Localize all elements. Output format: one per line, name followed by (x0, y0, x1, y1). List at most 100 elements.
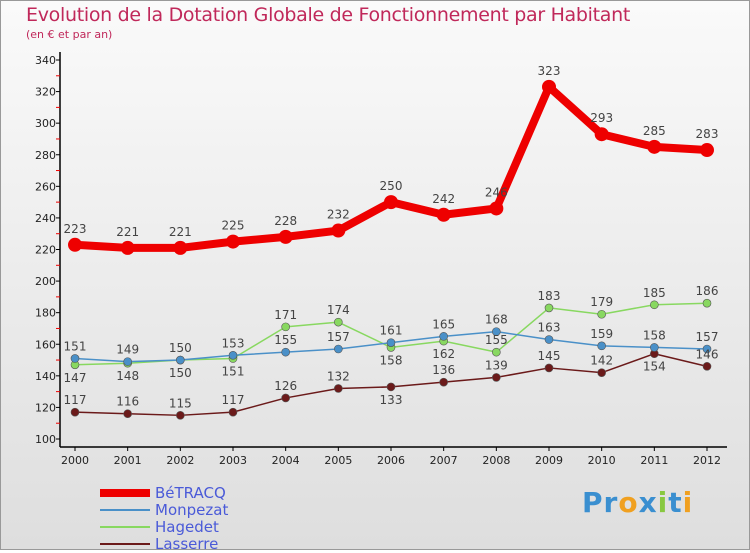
data-point (386, 382, 396, 392)
x-tick-label: 2000 (61, 454, 89, 467)
data-point (120, 240, 135, 255)
data-label: 154 (643, 360, 666, 374)
y-tick-label: 180 (35, 307, 56, 320)
data-label: 133 (380, 393, 403, 407)
data-label: 323 (538, 64, 561, 78)
data-point (70, 407, 80, 417)
y-tick-label: 280 (35, 149, 56, 162)
data-label: 285 (643, 124, 666, 138)
data-label: 132 (327, 369, 350, 383)
data-point (228, 407, 238, 417)
data-label: 142 (590, 354, 613, 368)
data-point (176, 411, 185, 420)
y-tick-label: 260 (35, 180, 56, 193)
proxiti-logo: Proxiti (582, 486, 694, 519)
data-point (594, 127, 609, 142)
data-point (439, 377, 448, 387)
data-point (228, 351, 238, 360)
legend-item: Monpezat (100, 501, 228, 519)
data-labels: 223 151 147 117 221 149 148 116 221 150 150 115 225 1… (64, 64, 719, 410)
data-point (650, 343, 659, 352)
data-label: 153 (222, 336, 245, 350)
x-tick-label: 2008 (482, 454, 510, 467)
data-label: 151 (222, 364, 245, 378)
x-tick-label: 2007 (430, 454, 458, 467)
x-tick-label: 2005 (324, 454, 352, 467)
data-label: 171 (274, 308, 297, 322)
data-label: 157 (696, 330, 719, 344)
data-label: 225 (222, 219, 245, 233)
x-tick-label: 2006 (377, 454, 405, 467)
data-label: 186 (696, 284, 719, 298)
y-tick-label: 240 (35, 212, 56, 225)
x-tick-label: 2012 (693, 454, 721, 467)
y-tick-label: 200 (35, 275, 56, 288)
data-point (281, 393, 290, 403)
legend-item: Lasserre (100, 535, 228, 553)
data-label: 155 (274, 333, 297, 347)
data-point (544, 335, 554, 344)
data-label: 159 (590, 327, 613, 341)
y-tick-label: 320 (35, 86, 56, 99)
data-point (173, 240, 188, 255)
legend-swatch (100, 488, 150, 497)
data-point (70, 354, 80, 363)
chart-subtitle: (en € et par an) (26, 28, 113, 41)
data-label: 223 (64, 222, 87, 236)
data-point (281, 322, 290, 332)
x-tick-label: 2001 (114, 454, 142, 467)
data-point (334, 344, 343, 354)
data-label: 145 (538, 349, 561, 363)
data-label: 155 (485, 333, 508, 347)
y-tick-label: 340 (35, 54, 56, 67)
data-label: 136 (432, 363, 455, 377)
legend-swatch (100, 525, 150, 528)
data-label: 246 (485, 185, 508, 199)
x-tick-label: 2009 (535, 454, 563, 467)
data-label: 126 (274, 379, 297, 393)
data-point (489, 201, 504, 216)
data-point (176, 355, 185, 365)
data-label: 148 (116, 369, 139, 383)
legend-item: BéTRACQ (100, 483, 228, 502)
data-point (544, 303, 554, 313)
data-point (123, 357, 132, 366)
data-point (597, 368, 606, 377)
y-tick-label: 100 (35, 433, 56, 446)
data-label: 221 (116, 225, 139, 239)
legend: BéTRACQ Monpezat Hagedet Lasserre (100, 483, 228, 553)
data-point (492, 373, 501, 382)
data-label: 183 (538, 289, 561, 303)
y-tick-label: 160 (35, 338, 56, 351)
data-point (647, 139, 662, 154)
data-label: 283 (696, 127, 719, 141)
data-point (542, 79, 556, 94)
data-label: 158 (643, 328, 666, 342)
data-label: 163 (538, 321, 561, 335)
y-tick-label: 300 (35, 117, 56, 130)
data-point (700, 143, 714, 158)
data-point (281, 347, 290, 357)
data-point (702, 362, 712, 371)
data-point (334, 317, 343, 327)
data-point (123, 409, 132, 419)
x-tick-label: 2003 (219, 454, 247, 467)
data-point (650, 300, 659, 310)
data-point (597, 341, 606, 351)
legend-label: BéTRACQ (155, 483, 226, 502)
data-label: 157 (327, 330, 350, 344)
legend-swatch (100, 542, 150, 545)
data-point (702, 298, 712, 308)
data-label: 185 (643, 286, 666, 300)
data-point (436, 207, 451, 222)
data-label: 117 (64, 393, 87, 407)
legend-swatch (100, 508, 150, 511)
data-label: 242 (432, 192, 455, 206)
data-label: 117 (222, 393, 245, 407)
data-label: 151 (64, 339, 87, 353)
data-label: 146 (696, 347, 719, 361)
data-label: 174 (327, 303, 350, 317)
data-label: 139 (485, 358, 508, 372)
data-label: 293 (590, 111, 613, 125)
